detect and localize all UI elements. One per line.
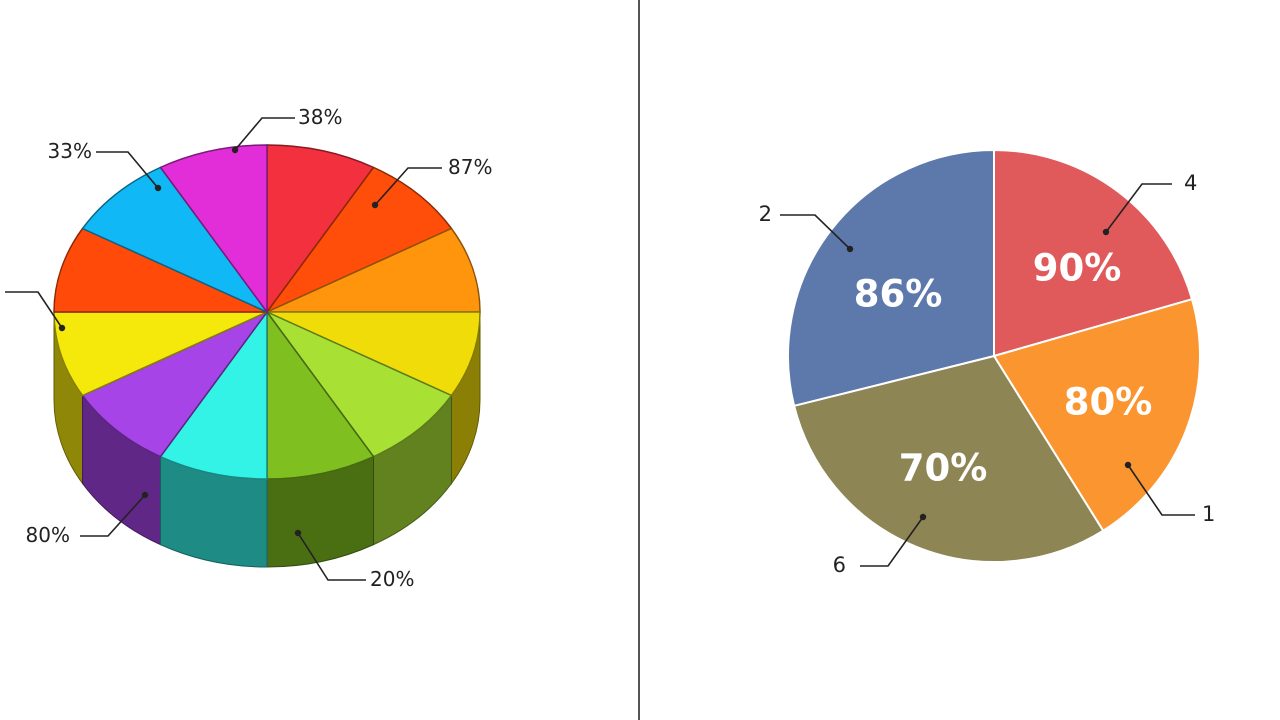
- slice-red-top: [266, 144, 375, 315]
- slice-1: [992, 297, 1201, 533]
- leader-dot: [154, 184, 162, 192]
- slice-orange-red-top: [264, 166, 453, 314]
- leader-line: [1105, 183, 1172, 233]
- callout-magenta: 33%: [48, 139, 162, 192]
- leader-line: [780, 214, 851, 250]
- leader-line: [96, 151, 159, 189]
- slice-2: [787, 148, 995, 408]
- callout-red-top: 38%: [231, 105, 342, 154]
- slice-orange-red-left: [53, 227, 268, 313]
- slice-6: [792, 354, 1105, 563]
- callout-label: 20%: [370, 567, 414, 591]
- leader-dot: [58, 324, 66, 332]
- callout-4: 4: [1102, 171, 1197, 236]
- slice-value-label: 70%: [899, 447, 988, 490]
- callout-1: 1: [1124, 461, 1215, 526]
- callout-purple: 20%: [294, 529, 414, 591]
- slice-value-label: 80%: [1064, 381, 1153, 424]
- leader-dot: [141, 491, 149, 499]
- slice-yellow-right: [266, 311, 481, 397]
- callout-6: 6: [833, 513, 927, 577]
- pie-chart-3d: 38% 33% 87% 80% 20%: [5, 105, 492, 591]
- leader-line: [234, 117, 295, 151]
- callout-label: 33%: [48, 139, 92, 163]
- slice-category-label: 2: [759, 202, 772, 226]
- leader-dot: [1102, 228, 1110, 236]
- slice-blue: [81, 166, 270, 314]
- slice-orange: [266, 227, 481, 313]
- leader-line: [80, 494, 146, 537]
- leader-line: [5, 291, 63, 329]
- slice-purple: [81, 310, 270, 458]
- slice-value-label: 90%: [1033, 247, 1122, 290]
- slice-cyan: [159, 309, 268, 480]
- leader-dot: [231, 146, 239, 154]
- slice-green: [266, 309, 375, 480]
- callout-orange-red-left: [5, 291, 66, 332]
- leader-dot: [371, 201, 379, 209]
- slice-magenta: [159, 144, 268, 315]
- slice-lime: [264, 310, 453, 458]
- callout-2: 2: [759, 202, 854, 253]
- leader-dot: [846, 245, 854, 253]
- callout-yellow-left: 80%: [26, 491, 149, 547]
- callout-label: 80%: [26, 523, 70, 547]
- leader-line: [297, 532, 366, 581]
- pie-chart-flat: 90% 4 80% 1 70% 6 86% 2: [759, 148, 1215, 577]
- slice-value-label: 86%: [854, 273, 943, 316]
- leader-line: [374, 167, 442, 206]
- leader-dot: [1124, 461, 1132, 469]
- leader-line: [860, 516, 924, 567]
- slice-4: [993, 148, 1194, 358]
- slice-category-label: 4: [1184, 171, 1197, 195]
- callout-label: 38%: [298, 105, 342, 129]
- slice-category-label: 1: [1202, 502, 1215, 526]
- callout-label: 87%: [448, 155, 492, 179]
- slice-category-label: 6: [833, 553, 846, 577]
- leader-line: [1127, 464, 1195, 516]
- leader-dot: [294, 529, 302, 537]
- callout-orange: 87%: [371, 155, 492, 209]
- leader-dot: [919, 513, 927, 521]
